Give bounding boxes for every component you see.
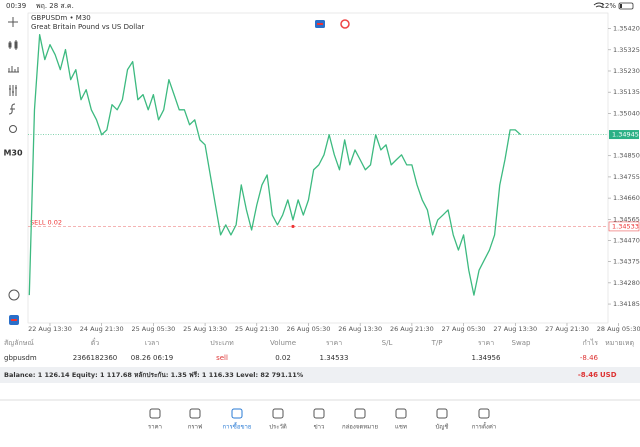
x-tick-label: 25 Aug 05:30 [131,325,175,333]
tab-icon[interactable] [272,408,284,419]
status-battery: 12% [600,2,616,10]
y-tick-label: 1.34850 [613,152,640,160]
indicator-tool[interactable] [8,40,18,50]
objects-tool[interactable] [9,125,17,133]
sell-marker [291,224,295,229]
x-tick-label: 25 Aug 13:30 [183,325,227,333]
table-header: Volume [270,339,296,347]
left-toolbar[interactable] [8,17,20,301]
function-tool[interactable] [8,103,16,115]
price-line-series [28,33,521,296]
sell-label: SELL 0.02 [30,218,62,226]
tab-label[interactable]: การตั้งค่า [472,421,496,431]
y-tick-label: 1.34660 [613,194,640,202]
one-click-mark [317,23,323,25]
wifi-icon [593,2,605,8]
table-cell: 0.02 [275,354,291,362]
summary-currency: USD [600,371,617,379]
tab-label[interactable]: กราฟ [188,424,202,431]
y-tick-label: 1.35040 [613,109,640,117]
price-box [609,130,639,140]
sell-price-label: 1.34533 [612,222,639,230]
y-tick-label: 1.34185 [613,300,640,308]
table-header: เวลา [145,339,160,347]
x-tick-label: 27 Aug 13:30 [493,325,537,333]
table-cell: sell [216,354,228,362]
tab-icon[interactable] [189,408,201,419]
table-header: ราคา [478,339,494,347]
summary-text: Balance: 1 126.14 Equity: 1 117.68 หลักป… [4,371,304,379]
table-cell: -8.46 [580,354,599,362]
table-cell: 08.26 06:19 [131,354,173,362]
x-tick-label: 28 Aug 05:30 [597,325,640,333]
y-tick-label: 1.35135 [613,88,640,96]
y-tick-label: 1.35325 [613,46,640,54]
trade-icon-mark [11,319,17,321]
timeframe[interactable]: M30 [3,149,23,158]
price-label: 1.34945 [612,131,639,139]
settings-tool[interactable] [9,85,17,96]
tab-label[interactable]: การซื้อขาย [223,421,252,431]
table-header: หมายเหตุ [605,339,634,347]
status-time: 00:39 [6,2,26,10]
summary-bar [0,367,640,383]
table-header: ตั๋ว [91,338,100,347]
x-tick-label: 26 Aug 13:30 [338,325,382,333]
tab-icon[interactable] [395,408,407,419]
plot-frame [27,12,609,324]
battery-icon [618,2,634,10]
x-tick-label: 27 Aug 21:30 [545,325,589,333]
tab-icon[interactable] [436,408,448,419]
depth-icon[interactable] [340,19,350,29]
tab-icon[interactable] [354,408,366,419]
y-tick-label: 1.34375 [613,258,640,266]
summary-profit: -8.46 [578,371,598,379]
table-header: ประเภท [210,339,234,347]
tab-label[interactable]: ราคา [148,424,162,431]
y-tick-label: 1.34565 [613,215,640,223]
x-tick-label: 26 Aug 21:30 [390,325,434,333]
bars-tool[interactable] [8,66,19,73]
sell-price-box [608,221,640,232]
x-tick-label: 25 Aug 21:30 [235,325,279,333]
battery-level [620,4,622,8]
chart-title: GBPUSDm • M30 [31,14,91,22]
y-tick-label: 1.35420 [613,25,640,33]
table-header: สัญลักษณ์ [4,339,34,347]
table-cell: 1.34956 [472,354,501,362]
table-header: T/P [431,339,443,347]
table-header: ราคา [326,339,342,347]
y-tick-label: 1.34470 [613,236,640,244]
zoom-tool[interactable] [8,289,20,301]
x-tick-label: 27 Aug 05:30 [442,325,486,333]
y-tick-label: 1.34755 [613,173,640,181]
tab-icon[interactable] [478,408,490,419]
table-header: S/L [382,339,393,347]
table-cell: 2366182360 [73,354,118,362]
tab-label[interactable]: ข่าว [314,424,325,431]
tab-icon[interactable] [313,408,325,419]
x-tick-label: 26 Aug 05:30 [287,325,331,333]
x-tick-label: 24 Aug 21:30 [80,325,124,333]
status-date: พฤ. 28 ส.ค. [36,2,74,10]
crosshair-tool[interactable] [8,17,18,27]
tab-label[interactable]: กล่องจดหมาย [342,424,378,431]
tab-icon[interactable] [231,408,243,419]
table-cell: gbpusdm [4,354,37,362]
x-tick-label: 22 Aug 13:30 [28,325,72,333]
tab-label[interactable]: บัญชี [436,423,449,431]
tab-icon[interactable] [149,408,161,419]
y-tick-label: 1.34280 [613,279,640,287]
chart-subtitle: Great Britain Pound vs US Dollar [31,23,144,31]
table-header: กำไร [583,338,599,347]
table-cell: 1.34533 [320,354,349,362]
tab-label[interactable]: ประวัติ [269,424,287,431]
table-header: Swap [512,339,531,347]
tab-label[interactable]: แชท [395,424,407,431]
y-tick-label: 1.35230 [613,67,640,75]
